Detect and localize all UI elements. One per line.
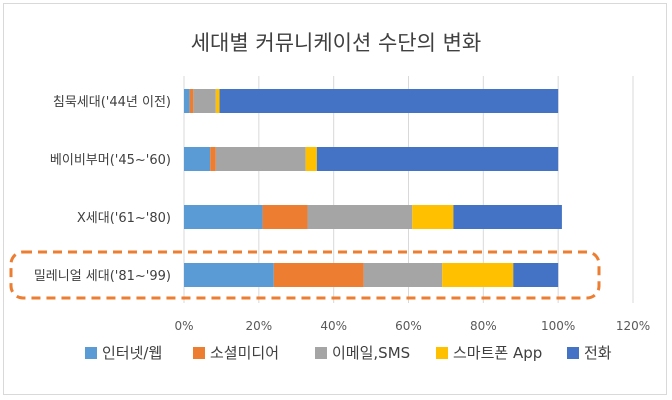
gridlines bbox=[183, 76, 634, 303]
highlight-annotation bbox=[9, 250, 601, 300]
bars bbox=[184, 89, 562, 287]
legend-label-2: 이메일,SMS bbox=[332, 344, 410, 362]
legend-swatch-2 bbox=[315, 347, 327, 359]
category-label-2: X세대('61~'80) bbox=[77, 211, 171, 226]
category-label-3: 밀레니얼 세대('81~'99) bbox=[34, 269, 171, 284]
legend-label-3: 스마트폰 App bbox=[453, 344, 542, 362]
x-tick-label-2: 40% bbox=[320, 319, 347, 333]
bar-segment-2-4 bbox=[453, 205, 562, 229]
bar-segment-0-0 bbox=[184, 89, 190, 113]
chart-svg: 세대별 커뮤니케이션 수단의 변화 침묵세대('44년 이전) 베이비부머('45… bbox=[9, 31, 650, 362]
legend-swatch-4 bbox=[567, 347, 579, 359]
bar-segment-2-0 bbox=[184, 205, 263, 229]
bar-segment-0-3 bbox=[215, 89, 220, 113]
legend-swatch-1 bbox=[193, 347, 205, 359]
bar-segment-1-4 bbox=[316, 147, 559, 171]
bar-segment-0-2 bbox=[193, 89, 216, 113]
bar-segment-3-1 bbox=[273, 263, 364, 287]
bar-segment-2-3 bbox=[412, 205, 454, 229]
chart-title: 세대별 커뮤니케이션 수단의 변화 bbox=[191, 31, 482, 55]
x-tick-label-1: 20% bbox=[245, 319, 272, 333]
x-tick-label-5: 100% bbox=[541, 319, 575, 333]
bar-segment-3-3 bbox=[442, 263, 514, 287]
bar-segment-1-3 bbox=[305, 147, 317, 171]
x-tick-label-6: 120% bbox=[616, 319, 650, 333]
bar-segment-2-2 bbox=[307, 205, 413, 229]
x-tick-label-4: 80% bbox=[470, 319, 497, 333]
bar-segment-2-1 bbox=[262, 205, 308, 229]
legend-swatch-0 bbox=[85, 347, 97, 359]
category-label-1: 베이비부머('45~'60) bbox=[50, 153, 171, 168]
bar-segment-0-1 bbox=[189, 89, 194, 113]
x-tick-label-0: 0% bbox=[174, 319, 193, 333]
category-label-0: 침묵세대('44년 이전) bbox=[53, 95, 171, 110]
x-axis-tick-labels: 0% 20% 40% 60% 80% 100% 120% bbox=[174, 319, 650, 333]
bar-segment-3-2 bbox=[363, 263, 443, 287]
legend-label-4: 전화 bbox=[584, 344, 612, 362]
bar-segment-1-2 bbox=[215, 147, 306, 171]
category-labels: 침묵세대('44년 이전) 베이비부머('45~'60) X세대('61~'80) 밀… bbox=[34, 95, 171, 284]
highlight-dashed-box bbox=[9, 250, 601, 300]
chart-frame: 세대별 커뮤니케이션 수단의 변화 침묵세대('44년 이전) 베이비부머('45… bbox=[3, 3, 667, 395]
bar-segment-3-0 bbox=[184, 263, 274, 287]
x-tick-label-3: 60% bbox=[395, 319, 422, 333]
legend-label-1: 소셜미디어 bbox=[210, 344, 279, 362]
legend-label-0: 인터넷/웹 bbox=[102, 344, 162, 362]
bar-segment-1-1 bbox=[210, 147, 216, 171]
bar-segment-1-0 bbox=[184, 147, 211, 171]
legend: 인터넷/웹 소셜미디어 이메일,SMS 스마트폰 App 전화 bbox=[85, 344, 612, 362]
bar-segment-3-4 bbox=[513, 263, 559, 287]
legend-swatch-3 bbox=[436, 347, 448, 359]
bar-segment-0-4 bbox=[219, 89, 559, 113]
